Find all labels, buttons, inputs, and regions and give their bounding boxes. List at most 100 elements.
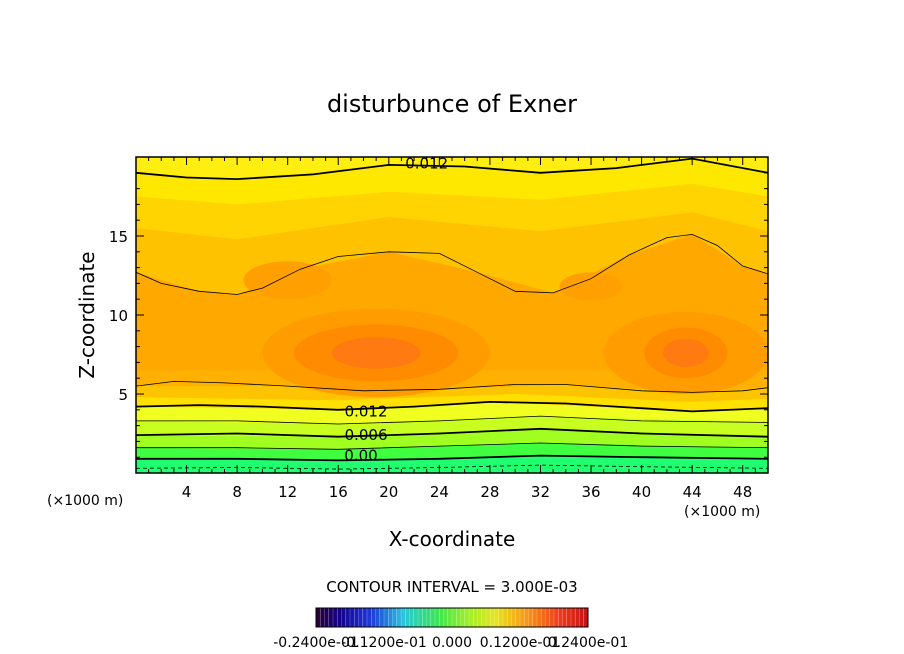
x-tick-label: 4 bbox=[182, 483, 192, 501]
colorbar-swatch bbox=[460, 608, 465, 627]
plot-area bbox=[136, 157, 768, 473]
color-band bbox=[243, 261, 332, 300]
y-axis-ticks: 5 10 15 bbox=[109, 156, 768, 474]
contour-line bbox=[136, 400, 768, 413]
x-unit-right: (×1000 m) bbox=[684, 504, 760, 520]
colorbar-swatch bbox=[435, 608, 440, 627]
colorbar-swatch bbox=[481, 608, 486, 627]
color-band bbox=[136, 455, 768, 473]
colorbar-swatch bbox=[337, 608, 342, 627]
colorbar-label: 0.1200e-01 bbox=[480, 635, 560, 651]
colorbar-swatch bbox=[401, 608, 406, 627]
colorbar-swatch bbox=[507, 608, 512, 627]
x-tick-label: 8 bbox=[232, 483, 242, 501]
colorbar-swatch bbox=[558, 608, 563, 627]
colorbar-swatch bbox=[430, 608, 435, 627]
colorbar-swatch bbox=[422, 608, 427, 627]
colorbar-swatch bbox=[341, 608, 346, 627]
colorbar-label: 0.000 bbox=[432, 635, 472, 651]
colorbar-swatch bbox=[447, 608, 452, 627]
y-axis-label: Z-coordinate bbox=[75, 251, 99, 378]
colorbar-swatch bbox=[405, 608, 410, 627]
contour-line bbox=[136, 157, 768, 181]
colorbar-swatch bbox=[396, 608, 401, 627]
colorbar-swatch bbox=[354, 608, 359, 627]
colorbar-swatch bbox=[545, 608, 550, 627]
contour-line bbox=[136, 415, 768, 425]
contour-interval-text: CONTOUR INTERVAL = 3.000E-03 bbox=[326, 578, 577, 596]
contour-label: 0.012 bbox=[345, 402, 388, 420]
colorbar-swatch bbox=[384, 608, 389, 627]
x-tick-label: 40 bbox=[632, 483, 651, 501]
colorbar-swatch bbox=[333, 608, 338, 627]
x-axis-label: X-coordinate bbox=[389, 527, 516, 551]
colorbar-swatch bbox=[524, 608, 529, 627]
colorbar-swatch bbox=[392, 608, 397, 627]
colorbar-swatch bbox=[554, 608, 559, 627]
color-bands bbox=[136, 157, 768, 473]
colorbar-swatch bbox=[532, 608, 537, 627]
colorbar-swatch bbox=[464, 608, 469, 627]
x-tick-label: 16 bbox=[329, 483, 348, 501]
colorbar-swatch bbox=[328, 608, 333, 627]
colorbar-swatch bbox=[439, 608, 444, 627]
color-band bbox=[663, 338, 709, 368]
colorbar-swatch bbox=[549, 608, 554, 627]
colorbar-swatch bbox=[375, 608, 380, 627]
colorbar-swatch bbox=[541, 608, 546, 627]
colorbar-swatch bbox=[583, 608, 588, 627]
colorbar-frame bbox=[315, 607, 589, 628]
x-tick-label: 24 bbox=[430, 483, 449, 501]
contour-line bbox=[136, 380, 768, 393]
colorbar-swatch bbox=[537, 608, 542, 627]
colorbar-swatch bbox=[579, 608, 584, 627]
y-tick-label: 15 bbox=[109, 228, 128, 246]
colorbar-swatch bbox=[490, 608, 495, 627]
colorbar-swatch bbox=[345, 608, 350, 627]
colorbar-swatch bbox=[566, 608, 571, 627]
colorbar-swatch bbox=[418, 608, 423, 627]
colorbar-swatch bbox=[469, 608, 474, 627]
y-tick-label: 10 bbox=[109, 307, 128, 325]
colorbar-swatch bbox=[409, 608, 414, 627]
colorbar-swatch bbox=[498, 608, 503, 627]
colorbar-swatch bbox=[362, 608, 367, 627]
colorbar-swatch bbox=[316, 608, 321, 627]
colorbar-swatch bbox=[426, 608, 431, 627]
color-band bbox=[559, 272, 623, 301]
colorbar-swatch bbox=[515, 608, 520, 627]
colorbar-swatch bbox=[324, 608, 329, 627]
colorbar-swatch bbox=[486, 608, 491, 627]
colorbar-swatch bbox=[350, 608, 355, 627]
x-tick-label: 32 bbox=[531, 483, 550, 501]
contour-line bbox=[136, 442, 768, 450]
colorbar-swatch bbox=[388, 608, 393, 627]
colorbar-swatch bbox=[452, 608, 457, 627]
colorbar-swatch bbox=[358, 608, 363, 627]
colorbar-swatch bbox=[473, 608, 478, 627]
x-tick-label: 48 bbox=[733, 483, 752, 501]
x-tick-label: 28 bbox=[480, 483, 499, 501]
colorbar-swatch bbox=[413, 608, 418, 627]
colorbar-swatch bbox=[379, 608, 384, 627]
color-band bbox=[331, 337, 421, 369]
contour-line bbox=[136, 427, 768, 438]
colorbar-swatch bbox=[494, 608, 499, 627]
colorbar-swatch bbox=[503, 608, 508, 627]
contour-line bbox=[136, 454, 768, 462]
y-tick-label: 5 bbox=[118, 386, 128, 404]
colorbar bbox=[315, 608, 588, 627]
contour-labels: 0.012 0.012 0.006 0.00 bbox=[344, 154, 448, 464]
x-tick-label: 20 bbox=[379, 483, 398, 501]
x-tick-label: 44 bbox=[683, 483, 702, 501]
colorbar-swatch bbox=[456, 608, 461, 627]
colorbar-labels: -0.2400e-01-0.1200e-01 0.000 0.1200e-010.2… bbox=[273, 635, 628, 651]
colorbar-swatch bbox=[575, 608, 580, 627]
chart-title: disturbunce of Exner bbox=[327, 90, 577, 118]
colorbar-swatch bbox=[320, 608, 325, 627]
colorbar-label: -0.2400e-01 bbox=[273, 635, 359, 651]
colorbar-swatch bbox=[367, 608, 372, 627]
colorbar-swatch bbox=[528, 608, 533, 627]
colorbar-label: 0.2400e-01 bbox=[548, 635, 628, 651]
